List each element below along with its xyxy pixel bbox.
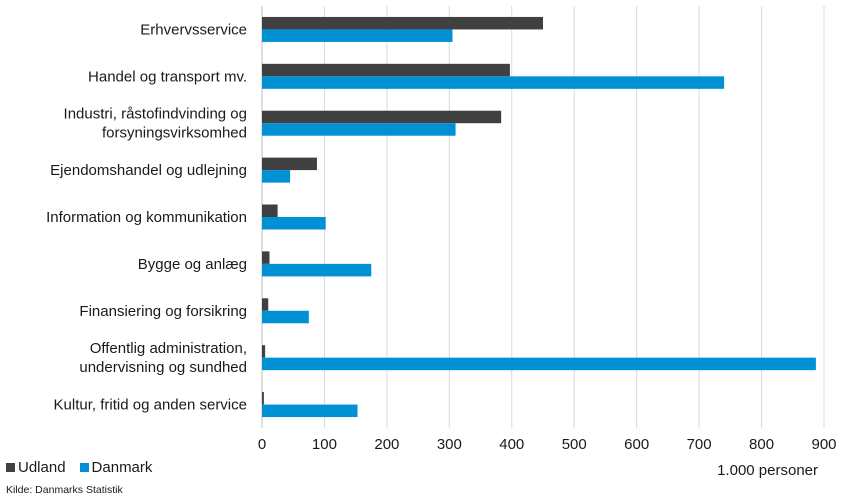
- x-tick-label-100: 100: [312, 436, 337, 453]
- bar-danmark-1: [262, 76, 725, 89]
- bar-udland-1: [262, 63, 510, 77]
- bar-udland-2: [262, 110, 502, 124]
- legend-swatch-udland: [6, 463, 15, 472]
- category-label-line: undervisning og sundhed: [79, 359, 247, 376]
- bar-udland-6: [262, 298, 269, 311]
- bar-danmark-7: [262, 357, 816, 371]
- category-label-1: Handel og transport mv.: [88, 68, 247, 85]
- category-label-3: Ejendomshandel og udlejning: [50, 162, 247, 179]
- category-label-7: Offentlig administration, undervisning og…: [79, 340, 247, 376]
- category-label-line: Industri, råstofindvinding og: [64, 106, 247, 123]
- legend: Udland Danmark: [6, 459, 152, 476]
- legend-item-danmark: Danmark: [79, 459, 153, 476]
- bar-udland-4: [262, 204, 278, 217]
- category-label-0: Erhvervsservice: [140, 21, 247, 38]
- category-label-line: Finansiering og forsikring: [79, 303, 247, 320]
- category-label-line: Bygge og anlæg: [138, 256, 247, 273]
- bar-udland-5: [262, 251, 270, 264]
- x-tick-label-300: 300: [437, 436, 462, 453]
- category-label-line: Ejendomshandel og udlejning: [50, 162, 247, 179]
- category-label-6: Finansiering og forsikring: [79, 303, 247, 320]
- bar-danmark-8: [262, 404, 358, 418]
- x-tick-label-500: 500: [562, 436, 587, 453]
- x-tick-label-600: 600: [624, 436, 649, 453]
- category-label-8: Kultur, fritid og anden service: [54, 397, 247, 414]
- bar-danmark-3: [262, 170, 291, 183]
- bar-danmark-5: [262, 263, 372, 277]
- category-label-line: Handel og transport mv.: [88, 68, 247, 85]
- source-note: Kilde: Danmarks Statistik: [6, 484, 123, 496]
- x-tick-label-800: 800: [749, 436, 774, 453]
- bar-danmark-0: [262, 29, 453, 42]
- category-label-line: Kultur, fritid og anden service: [54, 397, 247, 414]
- legend-swatch-danmark: [79, 463, 89, 472]
- category-label-line: forsyningsvirksomhed: [102, 125, 247, 142]
- category-label-line: Information og kommunikation: [46, 209, 247, 226]
- bar-udland-0: [262, 16, 543, 30]
- bar-udland-3: [262, 157, 317, 171]
- category-labels: Erhvervsservice Handel og transport mv. In…: [46, 21, 247, 413]
- bar-udland-8: [262, 392, 264, 405]
- bars: [262, 16, 816, 418]
- legend-item-udland: Udland: [6, 459, 66, 476]
- legend-label-danmark: Danmark: [91, 459, 153, 476]
- bar-danmark-4: [262, 217, 326, 230]
- legend-label-udland: Udland: [18, 459, 66, 476]
- category-label-4: Information og kommunikation: [46, 209, 247, 226]
- x-tick-label-400: 400: [499, 436, 524, 453]
- bar-danmark-6: [262, 310, 309, 324]
- bar-udland-7: [262, 345, 266, 358]
- bar-danmark-2: [262, 123, 456, 136]
- category-label-line: Erhvervsservice: [140, 21, 247, 38]
- x-tick-label-900: 900: [811, 436, 836, 453]
- category-label-line: Offentlig administration,: [90, 340, 247, 357]
- x-tick-labels: 0 100 200 300 400 500 600 700 800 900: [258, 436, 837, 453]
- x-tick-label-700: 700: [687, 436, 712, 453]
- x-unit-label: 1.000 personer: [717, 462, 818, 479]
- x-tick-label-0: 0: [258, 436, 266, 453]
- x-tick-label-200: 200: [374, 436, 399, 453]
- category-label-5: Bygge og anlæg: [138, 256, 247, 273]
- category-label-2: Industri, råstofindvinding og forsyningsv…: [64, 106, 247, 142]
